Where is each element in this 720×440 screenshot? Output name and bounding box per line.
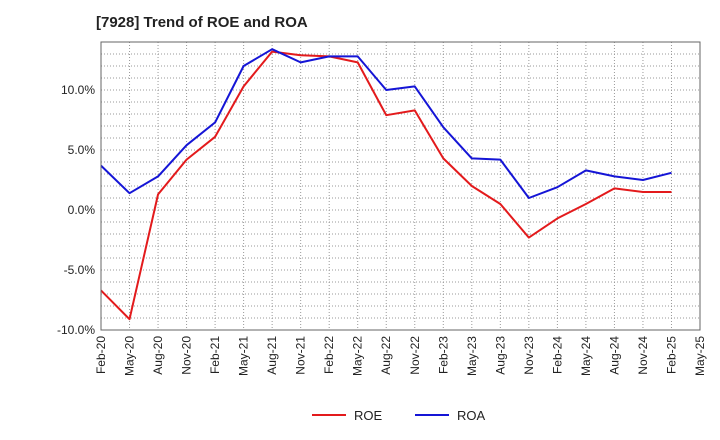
x-tick-label: May-21 xyxy=(237,336,251,376)
x-tick-label: Feb-20 xyxy=(94,336,108,374)
x-tick-label: Aug-24 xyxy=(607,336,621,375)
y-tick-label: 0.0% xyxy=(68,203,96,217)
y-tick-label: 5.0% xyxy=(68,143,96,157)
y-tick-label: 10.0% xyxy=(61,83,95,97)
grid-lines xyxy=(100,41,701,331)
series-line-roa xyxy=(100,48,672,199)
series-line-roe xyxy=(100,50,672,321)
x-tick-label: Aug-20 xyxy=(151,336,165,375)
x-axis-ticks: Feb-20 May-20 Aug-20 Nov-20 Feb-21 May-21 Aug-… xyxy=(94,336,707,376)
x-tick-label: Nov-24 xyxy=(636,336,650,375)
x-tick-label: Aug-21 xyxy=(265,336,279,375)
y-axis-ticks: -10.0% -5.0% 0.0% 5.0% 10.0% xyxy=(57,83,95,337)
plot-frame xyxy=(100,41,701,331)
x-tick-label: May-24 xyxy=(579,336,593,376)
x-tick-label: May-22 xyxy=(351,336,365,376)
x-tick-label: Nov-21 xyxy=(294,336,308,375)
x-tick-label: Aug-22 xyxy=(379,336,393,375)
y-tick-label: -5.0% xyxy=(64,263,96,277)
x-tick-label: Feb-22 xyxy=(322,336,336,374)
series-lines xyxy=(100,48,672,321)
x-tick-label: May-25 xyxy=(693,336,707,376)
x-tick-label: Feb-25 xyxy=(664,336,678,374)
x-tick-label: Nov-20 xyxy=(180,336,194,375)
x-tick-label: Feb-24 xyxy=(550,336,564,374)
legend: ROE ROA xyxy=(312,408,486,423)
x-tick-label: May-23 xyxy=(465,336,479,376)
legend-label-roa: ROA xyxy=(457,408,486,423)
x-tick-label: May-20 xyxy=(123,336,137,376)
x-tick-label: Feb-23 xyxy=(436,336,450,374)
chart-title: [7928] Trend of ROE and ROA xyxy=(96,14,308,31)
y-tick-label: -10.0% xyxy=(57,323,95,337)
x-tick-label: Feb-21 xyxy=(208,336,222,374)
x-tick-label: Aug-23 xyxy=(493,336,507,375)
x-tick-label: Nov-22 xyxy=(408,336,422,375)
x-tick-label: Nov-23 xyxy=(522,336,536,375)
legend-label-roe: ROE xyxy=(354,408,383,423)
